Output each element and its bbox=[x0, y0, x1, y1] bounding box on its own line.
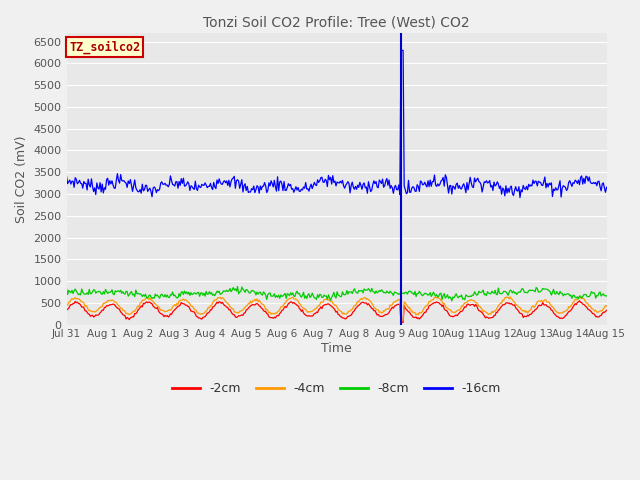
-16cm bbox=[592, 180, 600, 185]
-2cm bbox=[319, 303, 327, 309]
-8cm bbox=[234, 284, 241, 289]
X-axis label: Time: Time bbox=[321, 342, 352, 355]
-8cm bbox=[448, 298, 456, 304]
-8cm bbox=[508, 288, 515, 294]
-4cm bbox=[603, 303, 611, 309]
-8cm bbox=[356, 288, 364, 294]
-16cm bbox=[63, 174, 70, 180]
-8cm bbox=[323, 297, 331, 302]
Line: -8cm: -8cm bbox=[67, 287, 607, 301]
-4cm bbox=[355, 299, 363, 305]
-4cm bbox=[592, 308, 600, 313]
Legend: -2cm, -4cm, -8cm, -16cm: -2cm, -4cm, -8cm, -16cm bbox=[167, 377, 506, 400]
Y-axis label: Soil CO2 (mV): Soil CO2 (mV) bbox=[15, 135, 28, 223]
-8cm bbox=[592, 295, 600, 301]
-8cm bbox=[320, 292, 328, 298]
-4cm bbox=[63, 302, 70, 308]
-16cm bbox=[516, 195, 524, 201]
-2cm bbox=[506, 301, 514, 307]
-2cm bbox=[575, 298, 583, 304]
-2cm bbox=[603, 308, 611, 313]
-4cm bbox=[397, 317, 404, 323]
Title: Tonzi Soil CO2 Profile: Tree (West) CO2: Tonzi Soil CO2 Profile: Tree (West) CO2 bbox=[204, 15, 470, 29]
-16cm bbox=[323, 178, 330, 183]
-16cm bbox=[355, 184, 363, 190]
-8cm bbox=[63, 286, 70, 291]
-4cm bbox=[506, 294, 514, 300]
Line: -2cm: -2cm bbox=[67, 301, 607, 323]
Line: -4cm: -4cm bbox=[67, 297, 607, 320]
-16cm bbox=[506, 184, 514, 190]
-8cm bbox=[385, 290, 393, 296]
-2cm bbox=[355, 302, 363, 308]
-2cm bbox=[384, 311, 392, 317]
-2cm bbox=[323, 302, 330, 308]
-4cm bbox=[323, 296, 330, 302]
-2cm bbox=[397, 320, 404, 325]
-16cm bbox=[397, 48, 404, 53]
Line: -16cm: -16cm bbox=[67, 50, 607, 198]
Text: TZ_soilco2: TZ_soilco2 bbox=[69, 40, 141, 54]
-8cm bbox=[603, 293, 611, 299]
-16cm bbox=[319, 179, 327, 185]
-4cm bbox=[508, 296, 515, 302]
-16cm bbox=[384, 182, 392, 188]
-16cm bbox=[603, 184, 611, 190]
-4cm bbox=[319, 300, 327, 305]
-2cm bbox=[592, 314, 600, 320]
-4cm bbox=[384, 306, 392, 312]
-2cm bbox=[63, 307, 70, 313]
